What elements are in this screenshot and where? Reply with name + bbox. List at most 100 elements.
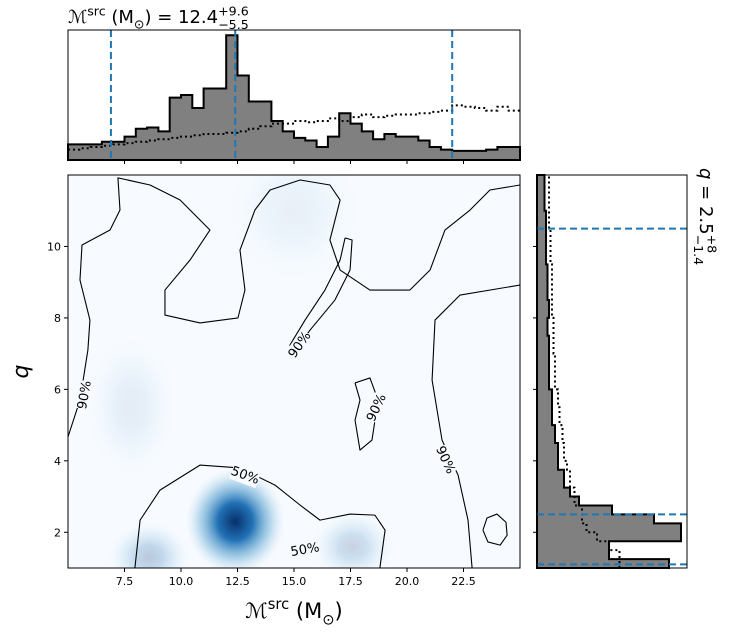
contour-label: 50%	[290, 540, 321, 560]
hist-bar	[537, 487, 570, 497]
hist-bar	[429, 147, 442, 160]
density	[86, 175, 394, 568]
hist-bar	[537, 469, 564, 480]
hist-bar	[537, 210, 546, 229]
hist-bar	[361, 131, 374, 160]
hist-outline	[536, 174, 682, 569]
contour-label-gap	[285, 329, 315, 362]
density-peak	[86, 335, 177, 479]
hist-bar	[395, 136, 408, 160]
y-axis-label: q	[9, 364, 34, 378]
hist-bar	[537, 550, 609, 560]
hist-bar	[537, 514, 654, 524]
hist-bar	[90, 144, 103, 160]
contour-line	[482, 513, 508, 546]
hist-bar	[271, 121, 284, 160]
hist-bar	[282, 131, 295, 160]
hist-bar	[158, 131, 171, 160]
hist-bar	[474, 150, 487, 160]
contour-line	[354, 377, 379, 451]
hist-bar	[508, 147, 521, 160]
hist-bar	[463, 150, 476, 160]
hist-bar	[305, 140, 317, 160]
hist-bar	[407, 136, 419, 160]
hist-bar	[373, 139, 385, 160]
x-tick-label: 20.0	[395, 575, 420, 588]
contour-label-gap	[74, 379, 96, 411]
top-frame	[67, 29, 521, 161]
x-tick-label: 17.5	[338, 575, 363, 588]
hist-bar	[294, 137, 306, 160]
contour-label-gap	[289, 539, 321, 561]
hist-bar	[327, 136, 340, 160]
top-title-part: src	[87, 3, 105, 18]
side-label-part: −1.4	[691, 235, 706, 266]
top-title-part: ℳ	[68, 7, 87, 28]
hist-bar	[537, 496, 579, 506]
hist-bar	[316, 147, 329, 160]
side-label-part: = 2.5	[695, 179, 716, 234]
hist-bar	[260, 101, 272, 160]
x-tick-label: 22.5	[451, 575, 476, 588]
hist-outline	[67, 34, 521, 161]
hist-bar	[339, 113, 351, 160]
hist-bar	[537, 478, 564, 489]
hist-bar	[203, 88, 216, 160]
density-peak	[312, 510, 394, 568]
x-axis-label-part: )	[335, 599, 343, 623]
hist-bar	[537, 282, 548, 301]
top-title-part: ⊙	[134, 16, 145, 31]
y-tick-label: 2	[54, 526, 61, 539]
hist-bar	[101, 141, 114, 160]
hist-bar	[537, 460, 558, 471]
hist-bar	[537, 335, 549, 355]
side-label-part: q	[695, 168, 716, 179]
hist-bar	[68, 144, 80, 160]
hist-bar	[537, 523, 681, 533]
hist-bar	[192, 108, 204, 160]
x-tick-label: 12.5	[225, 575, 250, 588]
hist-bar	[537, 264, 548, 283]
contour-line	[134, 464, 386, 568]
contour-label: 90%	[75, 380, 95, 411]
hist-bar	[384, 134, 397, 160]
hist-bar	[537, 246, 546, 265]
hist-bar	[537, 425, 555, 444]
density-peak	[185, 467, 285, 568]
side-label-part: +8	[705, 235, 720, 254]
hist-bar	[124, 136, 137, 160]
top-title-part: −5.5	[218, 17, 249, 32]
contour-label-gap	[431, 444, 459, 477]
x-axis-label-part: src	[268, 596, 289, 613]
top-title-part: ) = 12.4	[144, 7, 218, 28]
hist-bar	[226, 35, 238, 161]
y-tick-label: 6	[54, 383, 61, 396]
top-title-part: (M	[106, 7, 134, 28]
hist-bar	[537, 228, 546, 247]
hist-bar	[350, 123, 363, 160]
hist-bar	[537, 353, 549, 372]
x-axis-label-part: (M	[289, 599, 322, 623]
y-tick-label: 4	[54, 455, 61, 468]
top-title-part: +9.6	[218, 3, 249, 18]
density-peak	[226, 175, 362, 283]
hist-bar	[537, 442, 558, 462]
hist-bar	[169, 97, 182, 160]
prior-outline	[548, 175, 621, 568]
hist-bar	[237, 75, 250, 160]
hist-bar	[537, 532, 681, 542]
contour-line	[431, 284, 520, 568]
y-tick-label: 8	[54, 312, 61, 325]
contour-line	[68, 177, 520, 438]
hist-bar	[79, 144, 91, 160]
contour-label-gap	[229, 463, 261, 489]
x-tick-label: 7.5	[116, 575, 134, 588]
hist-bar	[452, 150, 464, 160]
hist-bar	[486, 149, 498, 160]
hist-bar	[418, 140, 430, 160]
hist-bar	[537, 175, 545, 194]
hist-bar	[135, 128, 148, 160]
